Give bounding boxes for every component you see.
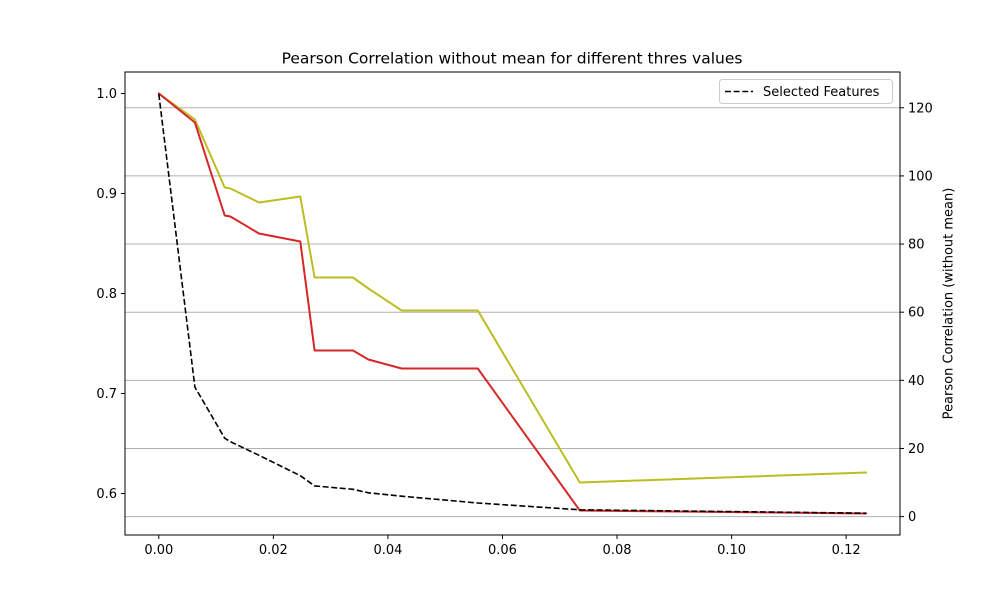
y-left-tick-label-4: 1.0 [96, 87, 117, 102]
series-line-olive [157, 92, 868, 484]
x-tick-label-1: 0.02 [259, 543, 288, 558]
y-left-tick-label-2: 0.8 [96, 287, 117, 302]
series-lines [157, 92, 868, 515]
x-tick-label-3: 0.06 [488, 543, 517, 558]
y-left-tick-label-0: 0.6 [96, 487, 117, 502]
plot-frame [124, 71, 901, 536]
x-axis: 0.00 0.02 0.04 0.06 0.08 0.10 0.12 [144, 535, 861, 558]
y-right-tick-label-1: 20 [908, 442, 925, 457]
chart-title: Pearson Correlation without mean for dif… [282, 50, 743, 68]
x-tick-label-4: 0.08 [603, 543, 632, 558]
y-right-tick-label-2: 40 [908, 374, 925, 389]
y-right-tick-label-4: 80 [908, 238, 925, 253]
y-left-tick-label-3: 0.9 [96, 187, 117, 202]
y-right-tick-label-5: 100 [908, 169, 933, 184]
y-left-tick-label-1: 0.7 [96, 387, 117, 402]
x-tick-label-0: 0.00 [144, 543, 173, 558]
y-axis-right: 0 20 40 60 80 100 120 [900, 101, 933, 525]
y-right-tick-label-6: 120 [908, 101, 933, 116]
series-line-red [157, 92, 868, 515]
legend-label-selected-features: Selected Features [763, 85, 880, 100]
x-tick-label-6: 0.12 [832, 543, 861, 558]
x-tick-label-5: 0.10 [717, 543, 746, 558]
legend-box [719, 79, 893, 104]
legend: Selected Features [719, 79, 893, 104]
y-right-tick-label-0: 0 [908, 510, 916, 525]
y-axis-left: 0.6 0.7 0.8 0.9 1.0 [96, 87, 125, 502]
x-tick-label-2: 0.04 [373, 543, 402, 558]
gridlines [125, 107, 900, 518]
y-axis-right-label: Pearson Correlation (without mean) [942, 188, 957, 420]
y-right-tick-label-3: 60 [908, 306, 925, 321]
series-line-selected-features [158, 94, 867, 514]
